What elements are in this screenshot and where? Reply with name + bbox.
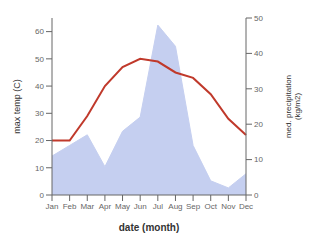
svg-text:40: 40 xyxy=(254,49,263,58)
svg-text:Dec: Dec xyxy=(239,202,253,211)
svg-text:date (month): date (month) xyxy=(119,222,180,233)
svg-text:0: 0 xyxy=(40,191,45,200)
svg-text:50: 50 xyxy=(254,14,263,23)
svg-text:Jul: Jul xyxy=(153,202,163,211)
svg-text:Feb: Feb xyxy=(63,202,77,211)
svg-text:40: 40 xyxy=(35,82,44,91)
svg-text:med. precipitation(kg/m2): med. precipitation(kg/m2) xyxy=(284,75,302,138)
svg-text:max temp (C): max temp (C) xyxy=(12,79,22,134)
svg-text:30: 30 xyxy=(35,109,44,118)
svg-text:Jun: Jun xyxy=(134,202,147,211)
svg-text:30: 30 xyxy=(254,85,263,94)
svg-text:Apr: Apr xyxy=(99,202,112,211)
svg-text:Sep: Sep xyxy=(186,202,201,211)
svg-text:20: 20 xyxy=(254,120,263,129)
svg-text:Nov: Nov xyxy=(221,202,235,211)
svg-text:May: May xyxy=(115,202,130,211)
svg-text:Jan: Jan xyxy=(46,202,59,211)
svg-text:Aug: Aug xyxy=(168,202,182,211)
svg-text:50: 50 xyxy=(35,55,44,64)
svg-text:Mar: Mar xyxy=(80,202,94,211)
svg-text:10: 10 xyxy=(35,164,44,173)
svg-text:Oct: Oct xyxy=(205,202,218,211)
svg-text:10: 10 xyxy=(254,155,263,164)
svg-text:0: 0 xyxy=(254,191,259,200)
svg-text:20: 20 xyxy=(35,136,44,145)
svg-text:60: 60 xyxy=(35,27,44,36)
